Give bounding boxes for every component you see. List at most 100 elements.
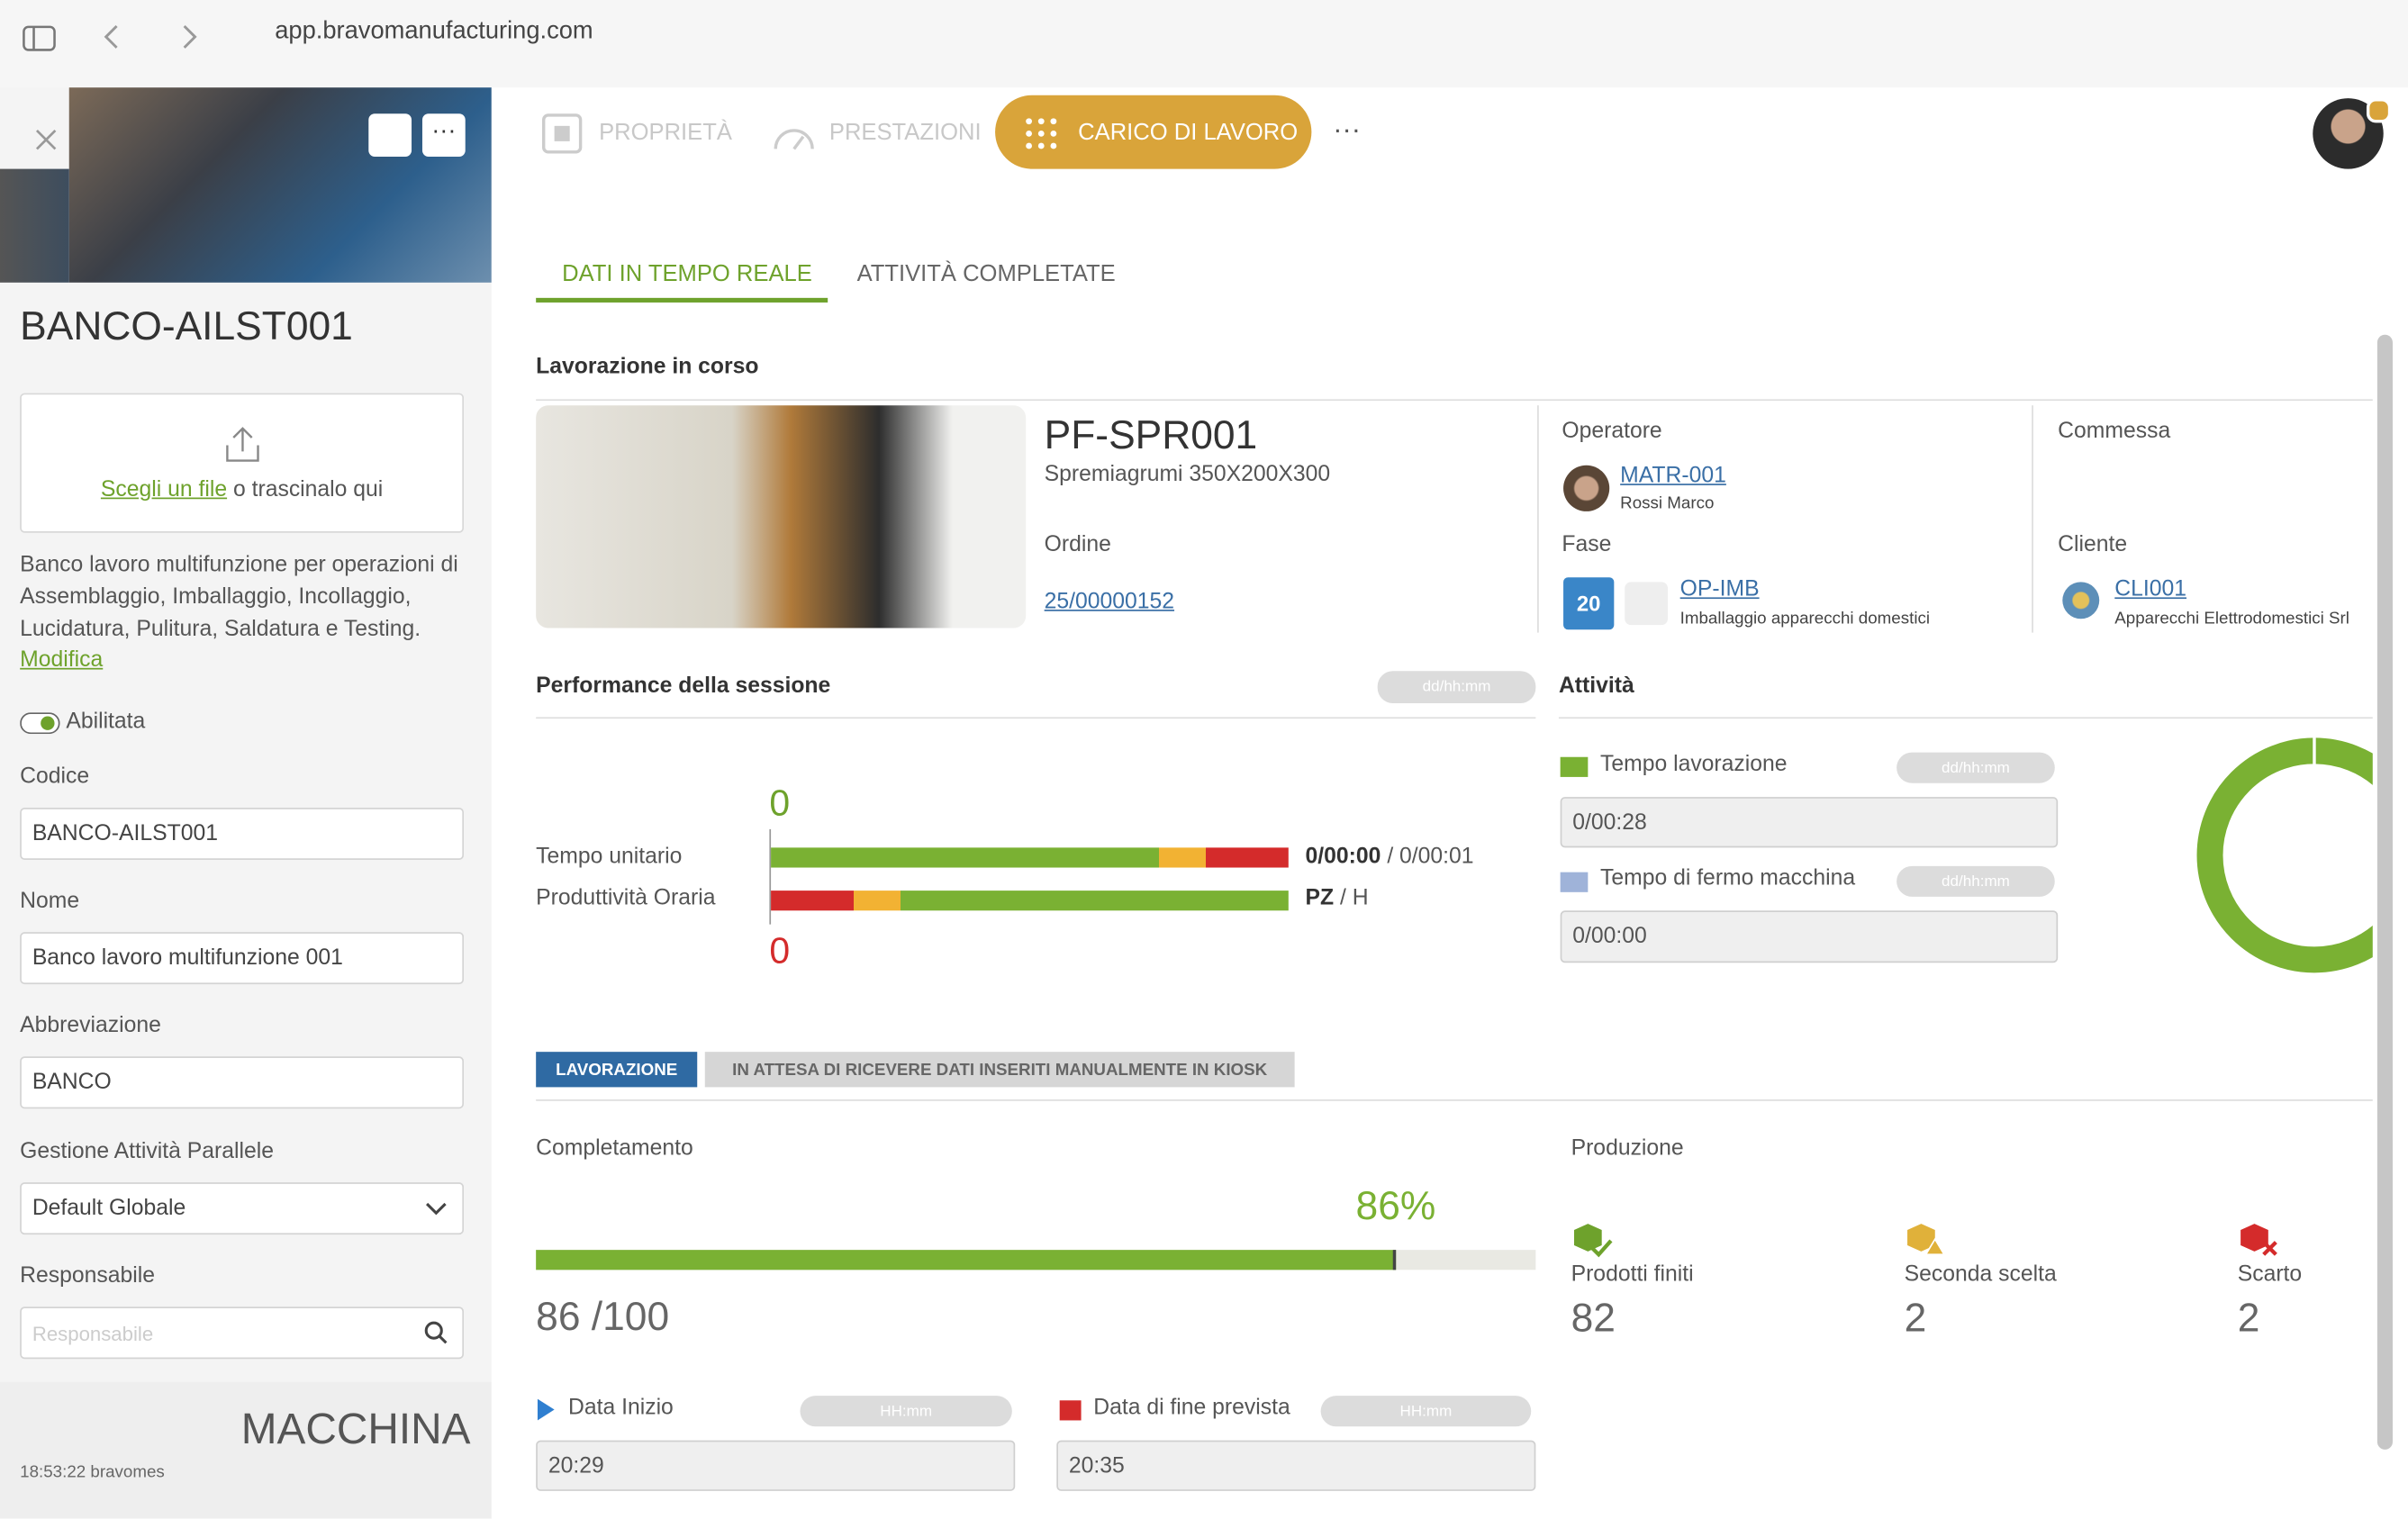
field-label: Responsabile xyxy=(20,1263,156,1288)
enabled-toggle[interactable] xyxy=(20,712,60,735)
format-pill[interactable]: dd/hh:mm xyxy=(1377,671,1536,704)
section-title: Attività xyxy=(1558,674,1634,699)
end-marker xyxy=(1059,1400,1082,1421)
section-title: Performance della sessione xyxy=(536,674,831,699)
production-item-label: Seconda scelta xyxy=(1904,1261,2057,1288)
chart-button[interactable] xyxy=(368,113,412,157)
url[interactable]: app.bravomanufacturing.com xyxy=(275,18,593,45)
legend-swatch xyxy=(1560,872,1589,892)
sidebar-toggle[interactable] xyxy=(22,23,59,54)
subtab[interactable]: ATTIVITÀ COMPLETATE xyxy=(856,260,1116,287)
divider xyxy=(536,1099,2373,1101)
unit-time-bar xyxy=(771,847,1289,868)
axis-line xyxy=(769,828,772,925)
machine-type: MACCHINA xyxy=(240,1405,471,1453)
work-time-input: 0/00:28 xyxy=(1560,797,2059,848)
machine-description: Banco lavoro multifunzione per operazion… xyxy=(20,552,458,642)
divider xyxy=(1537,405,1539,633)
responsible-input[interactable]: Responsabile xyxy=(20,1307,465,1360)
more-tabs[interactable]: ··· xyxy=(1333,113,1361,145)
scrollbar[interactable] xyxy=(2376,334,2393,1450)
close-button[interactable] xyxy=(34,128,59,152)
completion-fill xyxy=(536,1250,1396,1270)
completion-label: Completamento xyxy=(536,1135,693,1162)
operator-avatar xyxy=(1563,465,1610,511)
finished-icon xyxy=(1573,1224,1613,1258)
product-image xyxy=(536,405,1027,628)
back-button[interactable] xyxy=(102,23,123,51)
per: / H xyxy=(1340,885,1369,911)
upload-box[interactable] xyxy=(20,393,465,533)
activity-donut xyxy=(2196,737,2373,973)
format-pill[interactable]: HH:mm xyxy=(1320,1396,1532,1427)
field-label: Gestione Attività Parallele xyxy=(20,1139,274,1164)
sidebar xyxy=(0,87,492,1519)
upload-link[interactable]: Scegli un file xyxy=(100,477,228,502)
avatar-badge xyxy=(2366,98,2392,123)
unit: PZ xyxy=(1305,885,1335,911)
divider xyxy=(536,717,1536,719)
edit-link[interactable]: Modifica xyxy=(20,647,104,673)
subtab[interactable]: DATI IN TEMPO REALE xyxy=(562,260,812,287)
actual-value: 0 xyxy=(769,930,791,972)
status-message: IN ATTESA DI RICEVERE DATI INSERITI MANU… xyxy=(704,1052,1295,1088)
upload-icon xyxy=(226,427,259,462)
unit-time-values: 0/00:00 / 0/00:01 xyxy=(1306,845,1474,869)
divider xyxy=(2032,405,2033,633)
customer-label: Cliente xyxy=(2058,532,2128,558)
machine-title: BANCO-AILST001 xyxy=(20,302,353,349)
end-input: 20:35 xyxy=(1056,1440,1536,1491)
phase-badge: 20 xyxy=(1563,577,1615,630)
completion-percent: 86% xyxy=(1355,1182,1436,1229)
search-icon xyxy=(424,1321,448,1344)
customer-link[interactable]: CLI001 xyxy=(2114,577,2187,602)
completion-track xyxy=(536,1250,1536,1270)
target-value: 0 xyxy=(769,782,791,825)
start-label: Data Inizio xyxy=(567,1396,674,1421)
work-time-label: Tempo lavorazione xyxy=(1599,752,1788,777)
field-label: Nome xyxy=(20,889,80,914)
completion-count: 86 /100 xyxy=(536,1292,670,1340)
phase-label: Fase xyxy=(1562,532,1612,558)
production-item-value: 82 xyxy=(1571,1294,1616,1341)
active-tab[interactable] xyxy=(995,95,1312,169)
subtab-underline xyxy=(536,297,828,303)
customer-name: Apparecchi Elettrodomestici Srl xyxy=(2114,610,2349,628)
productivity-unit: PZ / H xyxy=(1306,886,1369,910)
product-code: PF-SPR001 xyxy=(1044,411,1258,458)
format-pill[interactable]: dd/hh:mm xyxy=(1897,752,2055,783)
customer-logo xyxy=(2062,582,2100,619)
operator-name: Rossi Marco xyxy=(1620,494,1715,513)
tab[interactable]: PRESTAZIONI xyxy=(828,120,982,147)
format-pill[interactable]: HH:mm xyxy=(800,1396,1012,1427)
productivity-bar xyxy=(771,891,1289,911)
divider xyxy=(536,399,2373,402)
upload-hint: o trascinalo qui xyxy=(232,477,384,502)
format-pill[interactable]: dd/hh:mm xyxy=(1897,865,2055,897)
browser-bar xyxy=(0,0,2408,88)
tab[interactable]: PROPRIETÀ xyxy=(599,120,732,147)
code-input[interactable]: BANCO-AILST001 xyxy=(20,808,465,861)
legend-swatch xyxy=(1560,756,1589,777)
parallel-select[interactable]: Default Globale xyxy=(20,1182,465,1235)
workload-icon xyxy=(1026,118,1057,149)
forward-button[interactable] xyxy=(178,23,200,51)
order-link[interactable]: 25/00000152 xyxy=(1044,589,1175,615)
name-input[interactable]: Banco lavoro multifunzione 001 xyxy=(20,932,465,985)
product-name: Spremiagrumi 350X200X300 xyxy=(1044,462,1331,487)
unit-time-value: 0/00:00 xyxy=(1305,844,1381,870)
section-title: Lavorazione in corso xyxy=(536,354,759,380)
field-label: Abbreviazione xyxy=(20,1013,161,1038)
unit-time-label: Tempo unitario xyxy=(536,844,683,870)
production-item-value: 2 xyxy=(1904,1294,1927,1341)
operator-link[interactable]: MATR-001 xyxy=(1620,464,1726,489)
start-input: 20:29 xyxy=(536,1440,1016,1491)
end-label: Data di fine prevista xyxy=(1093,1396,1290,1421)
more-button[interactable]: ··· xyxy=(421,113,466,157)
operator-label: Operatore xyxy=(1562,419,1662,444)
tab[interactable]: CARICO DI LAVORO xyxy=(1078,120,1299,147)
phase-link[interactable]: OP-IMB xyxy=(1679,577,1760,602)
workbench-image xyxy=(68,87,492,283)
abbreviation-input[interactable]: BANCO xyxy=(20,1056,465,1109)
job-label: Commessa xyxy=(2058,419,2171,444)
